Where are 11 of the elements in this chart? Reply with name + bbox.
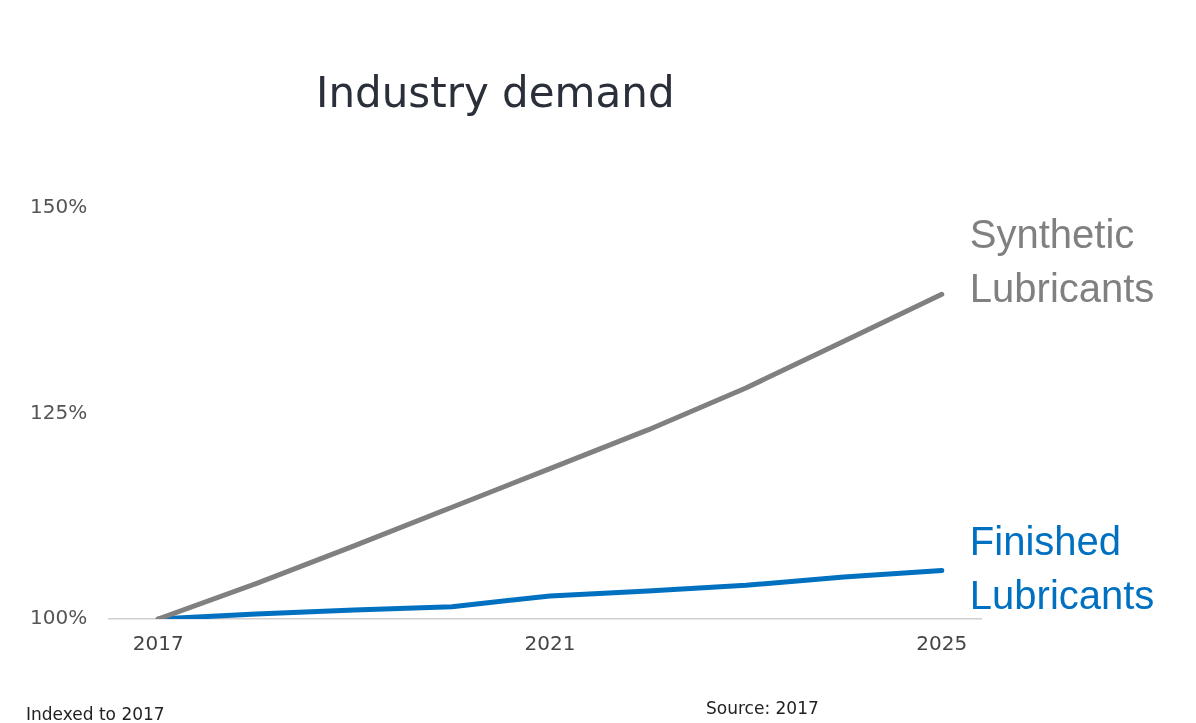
x-tick-label: 2025	[916, 631, 968, 656]
series-label: Finished Lubricants	[969, 518, 1155, 617]
series-label: Synthetic Lubricants	[969, 212, 1155, 311]
chart-title: Industry demand	[316, 68, 675, 117]
text: Indexed to 2017	[26, 704, 165, 723]
y-tick-label: 125%	[29, 399, 88, 424]
x-tick-label: 2017	[132, 631, 184, 656]
y-tick-label: 100%	[29, 605, 88, 630]
y-tick-label: 150%	[29, 194, 88, 219]
source-note: Source: 2017	[706, 698, 819, 718]
x-tick-label: 2021	[524, 631, 576, 656]
